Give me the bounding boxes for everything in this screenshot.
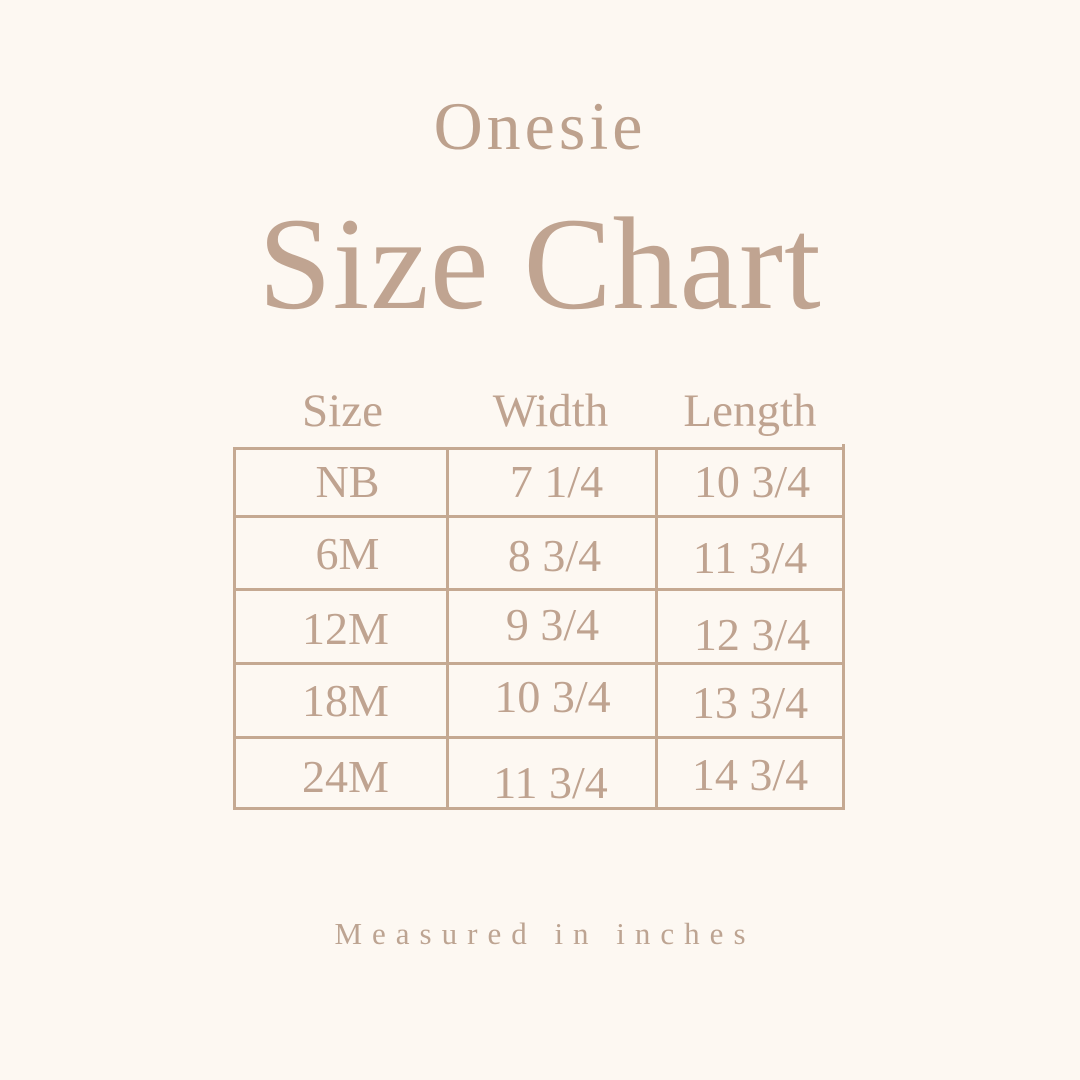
cell-length: 12 3/4 (655, 588, 845, 662)
table-row: 12M 9 3/4 12 3/4 (233, 588, 845, 662)
measurement-unit-note: Measured in inches (334, 916, 756, 951)
table-gridline-vertical (446, 449, 449, 810)
table-gridline-horizontal (233, 515, 845, 518)
cell-width-text: 7 1/4 (509, 456, 604, 507)
table-gridline-vertical (655, 449, 658, 810)
cell-width-text: 10 3/4 (494, 671, 611, 722)
table-gridline-horizontal (233, 447, 845, 450)
cell-width-text: 8 3/4 (507, 530, 602, 581)
cell-width: 10 3/4 (446, 662, 655, 736)
cell-length-text: 14 3/4 (691, 749, 809, 800)
cell-length: 11 3/4 (655, 515, 845, 588)
cell-size: 6M (233, 515, 446, 588)
cell-length-text: 12 3/4 (693, 609, 811, 660)
table-row: NB 7 1/4 10 3/4 (233, 447, 845, 515)
cell-size-text: 18M (302, 675, 389, 726)
table-row: 24M 11 3/4 14 3/4 (233, 736, 845, 810)
table-row: 6M 8 3/4 11 3/4 (233, 515, 845, 588)
cell-size-text: 12M (302, 603, 389, 654)
cell-width: 11 3/4 (446, 736, 655, 810)
cell-size: 18M (233, 662, 446, 736)
cell-length-text: 13 3/4 (691, 677, 809, 728)
cell-width-text: 9 3/4 (505, 599, 600, 650)
table-gridline-horizontal (233, 807, 845, 810)
table-gridline-horizontal (233, 736, 845, 739)
cell-length: 10 3/4 (655, 447, 845, 515)
cell-width-text: 11 3/4 (493, 757, 608, 808)
cell-length: 14 3/4 (655, 736, 845, 810)
cell-size: 24M (233, 736, 446, 810)
cell-size-text: NB (315, 456, 380, 507)
table-row: 18M 10 3/4 13 3/4 (233, 662, 845, 736)
table-gridline-horizontal (233, 662, 845, 665)
cell-width: 7 1/4 (446, 447, 655, 515)
cell-size-text: 24M (302, 751, 389, 802)
table-gridline-horizontal (233, 588, 845, 591)
cell-size: NB (233, 447, 446, 515)
cell-length-text: 10 3/4 (693, 456, 811, 507)
cell-width: 9 3/4 (446, 588, 655, 662)
table-gridline-vertical (842, 444, 845, 810)
table-column-headers: Size Width Length (233, 383, 845, 439)
column-header-size: Size (302, 385, 383, 437)
page-title: Size Chart (258, 190, 822, 337)
column-header-width: Width (492, 385, 609, 437)
cell-size: 12M (233, 588, 446, 662)
table-gridline-vertical (233, 447, 236, 810)
cell-length-text: 11 3/4 (692, 532, 808, 583)
size-table: NB 7 1/4 10 3/4 6M 8 3/4 11 3/4 12M (233, 444, 845, 810)
cell-length: 13 3/4 (655, 662, 845, 736)
cell-width: 8 3/4 (446, 515, 655, 588)
eyebrow-title: Onesie (433, 88, 647, 164)
cell-size-text: 6M (315, 528, 380, 579)
column-header-length: Length (683, 385, 817, 437)
